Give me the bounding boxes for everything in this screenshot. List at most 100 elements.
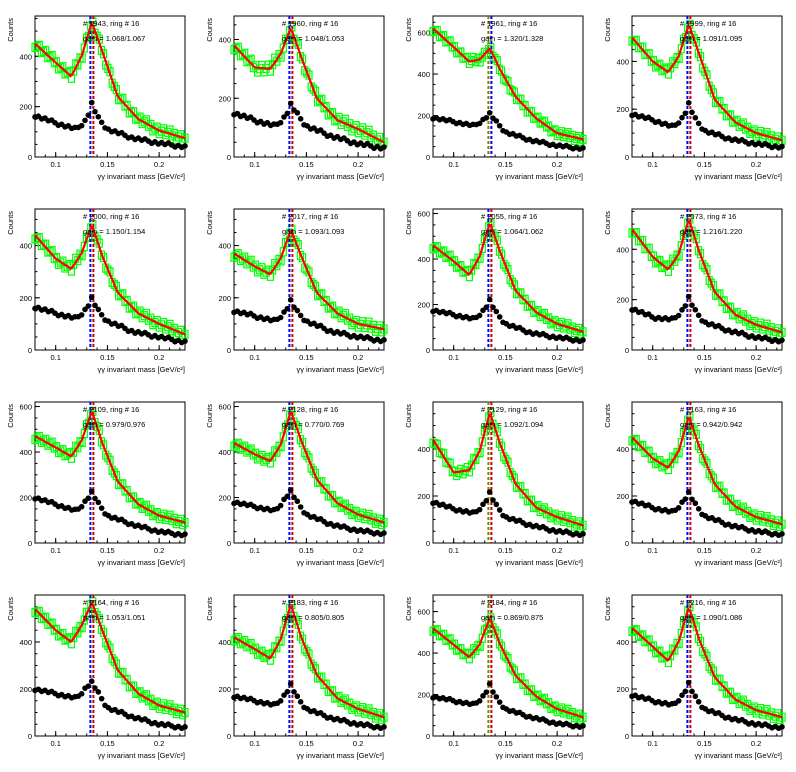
data-point xyxy=(476,120,483,127)
fit-band-box xyxy=(292,237,300,247)
data-point xyxy=(493,118,500,124)
y-tick-label: 0 xyxy=(28,153,32,162)
y-axis-title: Counts xyxy=(404,404,413,428)
fit-band-box xyxy=(316,95,324,106)
fit-band-box xyxy=(69,66,78,76)
chart-panel: 0.1 0.15 0.2 0 200 400 γγ invariant mass [GeV/… xyxy=(0,0,199,193)
data-point xyxy=(182,531,188,537)
fit-band-box xyxy=(76,622,84,632)
x-tick-label: 0.1 xyxy=(448,739,458,748)
x-axis-title: γγ invariant mass [GeV/c²] xyxy=(694,558,782,567)
x-tick-label: 0.15 xyxy=(697,546,712,555)
fit-band-box xyxy=(508,470,516,480)
fit-band-box xyxy=(69,632,78,643)
data-point xyxy=(381,337,387,343)
data-point xyxy=(476,698,483,704)
data-point xyxy=(95,113,102,120)
y-tick-label: 400 xyxy=(19,638,32,647)
fit-band-box xyxy=(707,278,715,288)
chart-panel: 0.1 0.15 0.2 0 200 400 γγ invariant mass [GeV/… xyxy=(597,386,796,579)
data-point xyxy=(284,493,291,500)
y-axis-title: Counts xyxy=(205,404,214,428)
y-tick-label: 400 xyxy=(218,448,231,457)
fit-band-box xyxy=(177,514,185,524)
data-point xyxy=(95,306,102,313)
gain-label: gain = 0.979/0.976 xyxy=(83,420,145,429)
data-point xyxy=(95,689,102,695)
fit-band-box xyxy=(46,246,54,256)
plot-frame xyxy=(233,208,385,351)
fit-band-box xyxy=(630,435,638,445)
fit-curve xyxy=(432,27,584,141)
chart-svg: 0.1 0.15 0.2 0 200 400 600 γγ invariant mass [G… xyxy=(6,401,189,567)
data-point xyxy=(476,312,483,319)
fit-band-box xyxy=(701,262,709,272)
fit-band-box xyxy=(724,303,733,313)
data-point xyxy=(277,119,284,126)
data-point xyxy=(281,692,287,698)
x-tick-label: 0.15 xyxy=(498,160,513,169)
gain-label: gain = 1.320/1.328 xyxy=(481,34,543,43)
chart-svg: 0.1 0.15 0.2 0 200 400 γγ invariant mass [GeV/… xyxy=(603,594,786,760)
y-tick-label: 400 xyxy=(19,448,32,457)
fit-band-box xyxy=(309,279,317,289)
fit-band-box xyxy=(33,233,41,243)
data-point xyxy=(98,505,105,511)
data-point xyxy=(297,312,304,319)
data-point xyxy=(483,115,490,121)
fit-band-box xyxy=(502,75,510,85)
data-point xyxy=(98,119,105,126)
fit-band-box xyxy=(521,100,529,111)
chart-panel: 0.1 0.15 0.2 0 200 400 600 γγ invariant mass [G… xyxy=(0,386,199,579)
data-point xyxy=(95,499,102,506)
x-tick-label: 0.2 xyxy=(552,353,562,362)
x-tick-label: 0.15 xyxy=(299,160,314,169)
fit-band-box xyxy=(303,450,311,460)
y-axis-title: Counts xyxy=(205,211,214,235)
y-axis-title: Counts xyxy=(6,18,15,42)
x-tick-label: 0.1 xyxy=(249,546,259,555)
y-tick-label: 0 xyxy=(426,153,430,162)
fit-band-box xyxy=(74,255,82,266)
data-point xyxy=(381,724,387,730)
data-point xyxy=(692,306,699,313)
x-tick-label: 0.1 xyxy=(50,160,60,169)
data-point xyxy=(480,501,486,508)
chart-panel: 0.1 0.15 0.2 0 200 400 600 γγ invariant mass [G… xyxy=(398,0,597,193)
fit-band-box xyxy=(575,131,583,142)
fit-band-box xyxy=(273,447,281,457)
panel-title: # 2216, ring # 16 xyxy=(680,598,736,607)
fit-curve xyxy=(432,222,584,333)
y-tick-label: 0 xyxy=(625,539,629,548)
x-tick-label: 0.2 xyxy=(353,739,363,748)
x-tick-label: 0.15 xyxy=(100,353,115,362)
data-point xyxy=(695,698,702,705)
data-point xyxy=(297,504,304,510)
fit-band-box xyxy=(455,261,463,272)
plot-frame xyxy=(34,15,186,158)
fit-band-box xyxy=(316,290,324,300)
fit-band-box xyxy=(643,636,651,646)
x-axis-title: γγ invariant mass [GeV/c²] xyxy=(296,558,384,567)
fit-band-box xyxy=(177,704,185,714)
data-point xyxy=(675,312,682,319)
data-point xyxy=(92,108,98,115)
x-axis-title: γγ invariant mass [GeV/c²] xyxy=(694,172,782,181)
fit-band-box xyxy=(495,64,504,75)
fit-band-box xyxy=(76,249,84,259)
data-point xyxy=(580,337,586,343)
data-point xyxy=(88,488,95,495)
x-axis-title: γγ invariant mass [GeV/c²] xyxy=(495,558,583,567)
data-point xyxy=(281,114,287,120)
panel-title: # 2055, ring # 16 xyxy=(481,212,537,221)
x-tick-label: 0.15 xyxy=(697,353,712,362)
fit-band-box xyxy=(245,55,253,66)
x-tick-label: 0.2 xyxy=(751,160,761,169)
x-tick-label: 0.15 xyxy=(697,739,712,748)
data-point xyxy=(779,337,785,343)
chart-svg: 0.1 0.15 0.2 0 200 400 γγ invariant mass [GeV/… xyxy=(6,208,189,374)
fit-curve xyxy=(34,410,186,524)
panel-title: # 1999, ring # 16 xyxy=(680,19,736,28)
y-tick-label: 200 xyxy=(616,685,629,694)
data-point xyxy=(88,678,95,685)
